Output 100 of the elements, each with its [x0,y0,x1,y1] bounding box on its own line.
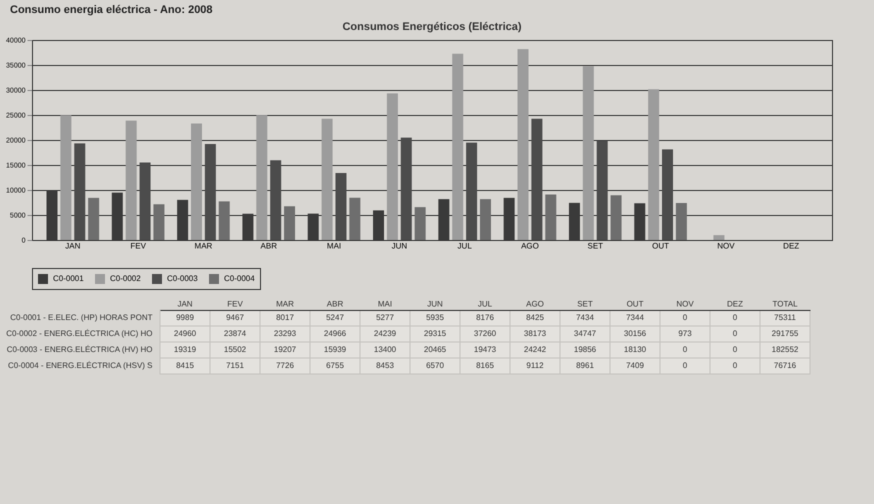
x-tick-label: MAI [326,242,342,250]
data-label: 19473 [474,345,497,354]
data-label: 23874 [224,329,247,338]
data-label: 0 [732,313,738,322]
data-label: 5935 [426,313,444,322]
bar [518,49,529,240]
data-label: 19207 [274,345,297,354]
x-tick-label: DEZ [727,300,744,308]
data-label: 20465 [424,345,447,354]
x-tick-label: JUN [392,242,408,250]
bar [713,235,724,240]
data-label: 9112 [526,361,544,370]
bar [480,199,491,240]
bar [648,89,660,240]
bar [218,201,230,240]
data-label: 15502 [224,345,247,354]
x-tick-label: MAR [276,300,294,308]
bar [466,142,478,240]
data-label: 24966 [324,329,347,338]
chart-title: Consumos Energéticos (Eléctrica) [342,21,522,33]
data-label: 9467 [226,313,244,322]
bar [662,149,674,240]
bar [60,115,72,240]
chart-subtitle: Consumo energia eléctrica - Ano: 2008 [9,3,214,16]
bar [153,204,164,240]
bar [545,194,556,240]
data-label: 8165 [476,361,494,370]
data-label: 5277 [376,313,394,322]
bar [531,118,542,240]
x-tick-label: AGO [526,300,544,308]
y-tick-label: C0-0002 - ENERG.ELÉCTRICA (HC) HO [6,329,152,338]
x-tick-label: JAN [65,242,81,250]
data-label: 9989 [176,313,194,322]
data-label: 23293 [274,329,297,338]
bar [610,195,622,240]
data-label: 8453 [376,361,394,370]
data-label: 8961 [576,361,594,370]
data-label: 76716 [774,361,797,370]
data-label: 24960 [174,329,197,338]
bar [322,118,333,240]
data-label: 75311 [774,313,796,322]
y-tick-label: C0-0004 - ENERG.ELÉCTRICA (HSV) S [8,361,152,370]
data-label: 0 [732,345,738,354]
data-label: 37260 [474,329,497,338]
bar [582,66,594,240]
x-tick-label: JUL [458,242,472,250]
data-label: 0 [732,361,738,370]
data-label: 7344 [626,313,644,322]
data-label: 8415 [176,361,194,370]
x-tick-label: JAN [177,300,193,308]
x-tick-label: JUL [478,300,493,308]
x-tick-label: NOV [676,300,694,308]
x-tick-label: ABR [326,300,344,308]
data-label: 7151 [226,361,244,370]
x-tick-label: SET [587,242,604,250]
data-label: 0 [682,313,688,322]
bar [126,120,137,240]
x-tick-label: AGO [521,242,539,250]
bar [284,206,296,240]
data-label: 19319 [174,345,197,354]
x-tick-label: JUN [427,300,443,308]
legend-label: C0-0001 [53,274,84,283]
x-tick-label: DEZ [783,242,800,250]
bar [74,143,86,240]
bar [190,124,202,240]
data-label: 5247 [326,313,344,322]
legend-label: C0-0003 [167,274,198,283]
data-label: 38173 [524,329,547,338]
data-label: 8176 [476,313,494,322]
data-label: 291755 [772,329,799,338]
data-label: 34747 [574,329,597,338]
bar [204,144,216,240]
y-tick-label: C0-0003 - ENERG.ELÉCTRICA (HV) HO [6,345,152,354]
data-label: 24242 [524,345,547,354]
legend-label: C0-0002 [110,274,142,283]
data-label: 8017 [276,313,294,322]
data-label: 7434 [576,313,594,322]
x-tick-label: FEV [227,300,244,308]
x-tick-label: ABR [260,242,278,250]
data-label: 182552 [772,345,799,354]
bar [270,160,282,240]
x-tick-label: TOTAL [772,300,798,308]
data-label: 8425 [526,313,544,322]
data-label: 0 [732,329,738,338]
bar [400,138,412,240]
bar [596,140,608,240]
x-tick-label: NOV [717,242,736,250]
bar [414,207,426,240]
x-tick-label: MAI [378,300,392,308]
data-label: 18130 [624,345,647,354]
legend-label: C0-0004 [224,274,256,283]
data-label: 13400 [374,345,397,354]
bar [335,173,346,240]
data-label: 6755 [326,361,344,370]
data-label: 0 [682,345,688,354]
bar [88,198,100,240]
bar [676,202,687,240]
bar [452,54,464,240]
bar [256,115,268,240]
data-label: 29315 [424,329,447,338]
